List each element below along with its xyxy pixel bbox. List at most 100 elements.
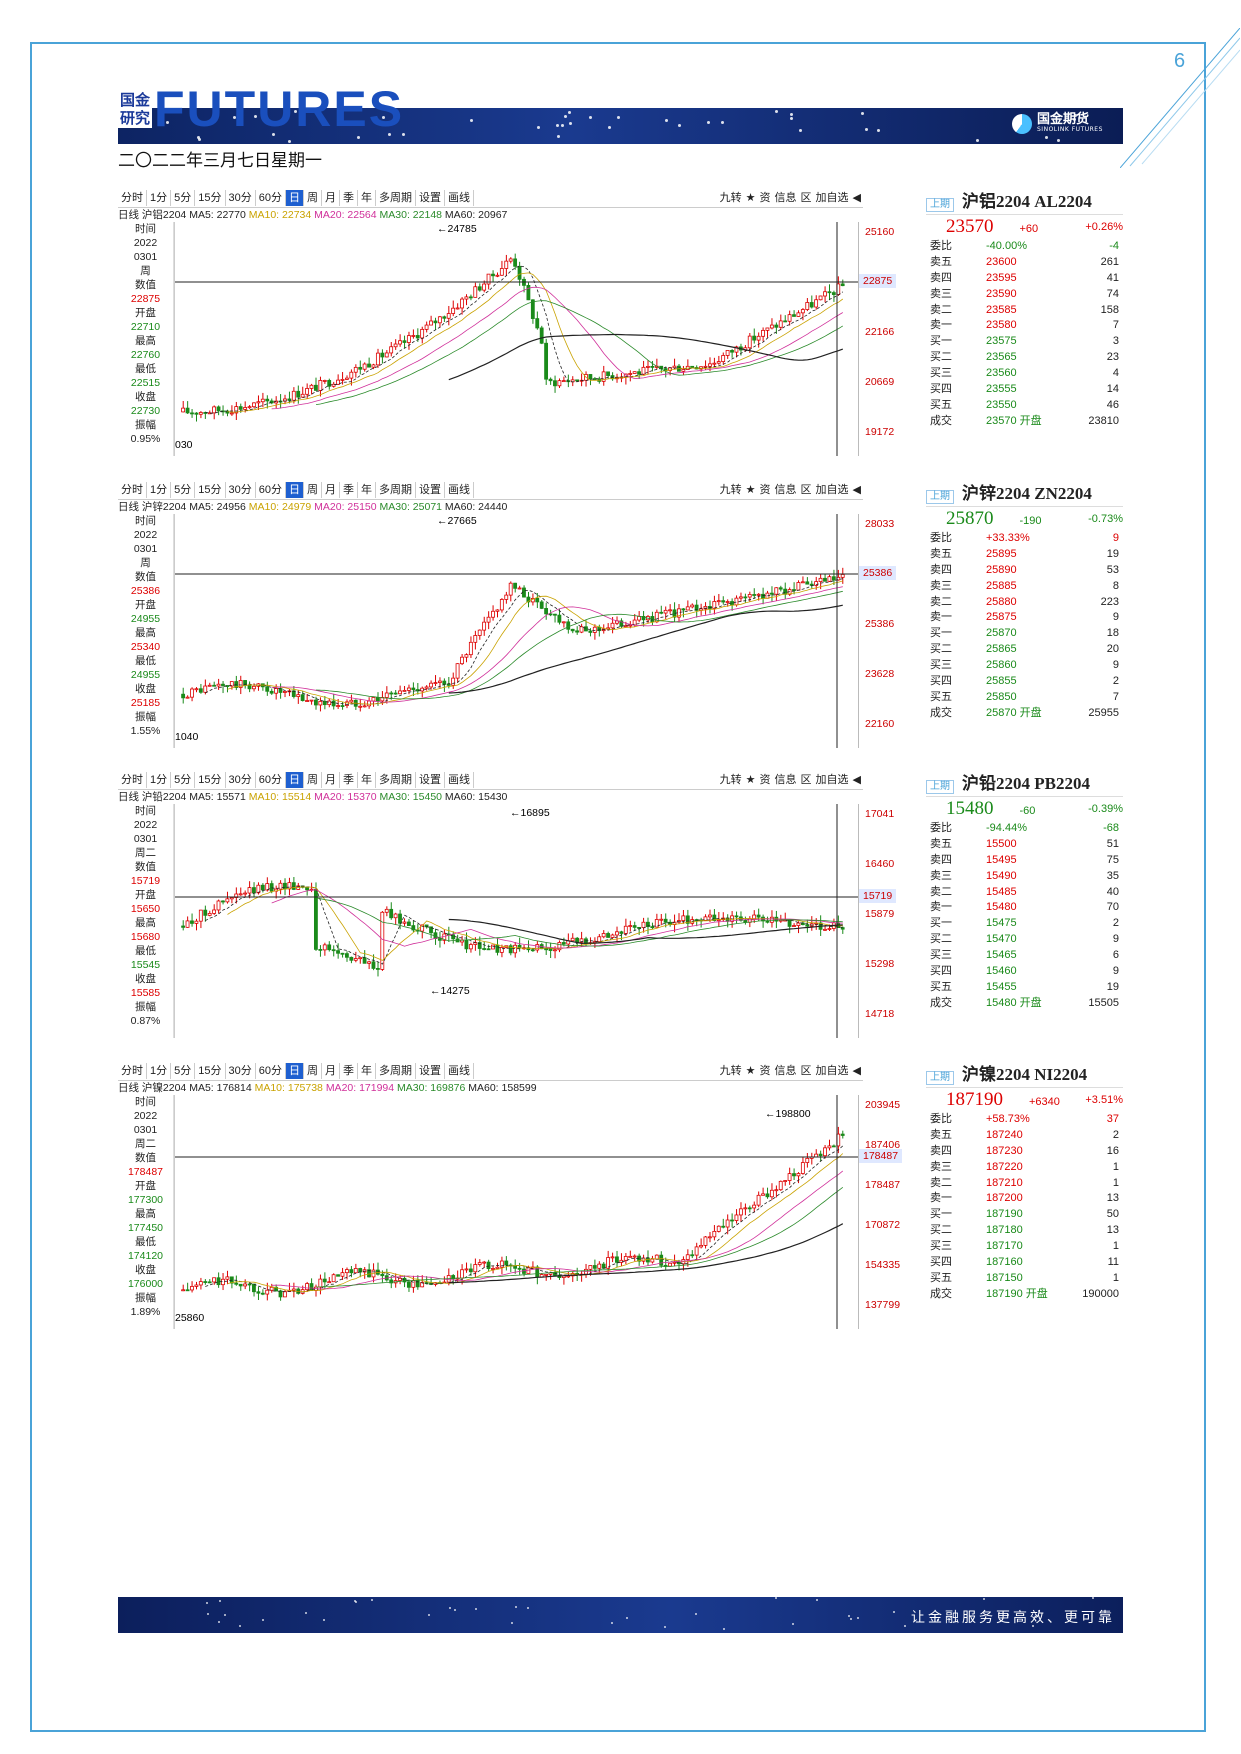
period-tab[interactable]: 设置 bbox=[416, 1063, 445, 1079]
period-tab[interactable]: 分时 bbox=[118, 482, 147, 498]
period-tab[interactable]: 30分 bbox=[226, 1063, 256, 1079]
period-tab[interactable]: 5分 bbox=[171, 482, 196, 498]
period-tab[interactable]: 日 bbox=[286, 1063, 304, 1079]
period-tab[interactable]: 5分 bbox=[171, 772, 196, 788]
period-tab[interactable]: 1分 bbox=[147, 772, 172, 788]
toolbar-action[interactable]: 信息 bbox=[774, 484, 797, 496]
toolbar-action[interactable]: 加自选 bbox=[815, 192, 849, 204]
toolbar-action[interactable]: ★ bbox=[745, 1065, 756, 1077]
order-book-cell: 卖二 bbox=[930, 595, 952, 608]
period-tab[interactable]: 日 bbox=[286, 772, 304, 788]
kline-panel: 分时 1分 5分 15分 30分 60分日周月季年多周期 设置 画线 九转 ★ 资信息区加自选 ◀ 日线… bbox=[118, 1063, 1123, 1329]
period-tab[interactable]: 设置 bbox=[416, 190, 445, 206]
period-tab[interactable]: 季 bbox=[340, 1063, 358, 1079]
toolbar-action[interactable]: 信息 bbox=[774, 1065, 797, 1077]
period-tab[interactable]: 日 bbox=[286, 482, 304, 498]
period-tab[interactable]: 月 bbox=[322, 1063, 340, 1079]
period-tab[interactable]: 分时 bbox=[118, 1063, 147, 1079]
period-tab[interactable]: 多周期 bbox=[376, 1063, 416, 1079]
period-tab[interactable]: 年 bbox=[358, 190, 376, 206]
toolbar-action[interactable]: 加自选 bbox=[815, 774, 849, 786]
period-tab[interactable]: 30分 bbox=[226, 190, 256, 206]
period-tab[interactable]: 画线 bbox=[445, 482, 474, 498]
period-tab[interactable]: 分时 bbox=[118, 190, 147, 206]
period-tab[interactable]: 1分 bbox=[147, 482, 172, 498]
last-price: 25870 bbox=[946, 508, 994, 529]
last-price: 23570 bbox=[946, 216, 994, 237]
period-tab[interactable]: 季 bbox=[340, 190, 358, 206]
toolbar-action[interactable]: 区 bbox=[800, 1065, 812, 1077]
period-tab[interactable]: 周 bbox=[304, 1063, 322, 1079]
period-tab[interactable]: 画线 bbox=[445, 772, 474, 788]
toolbar-action[interactable]: 九转 bbox=[719, 1065, 742, 1077]
period-tab[interactable]: 日 bbox=[286, 190, 304, 206]
period-tab[interactable]: 周 bbox=[304, 482, 322, 498]
ma-value: 日线 沪锌2204 bbox=[118, 501, 190, 513]
period-tab[interactable]: 15分 bbox=[195, 482, 226, 498]
banner-star bbox=[563, 115, 567, 119]
toolbar-action[interactable]: 信息 bbox=[774, 774, 797, 786]
toolbar-action[interactable]: 区 bbox=[800, 774, 812, 786]
candlestick-chart[interactable]: ←27665 1040 bbox=[174, 514, 859, 748]
period-tab[interactable]: 周 bbox=[304, 772, 322, 788]
toolbar-action[interactable]: 资 bbox=[759, 774, 771, 786]
toolbar-action[interactable]: ◀ bbox=[852, 774, 861, 786]
period-tab[interactable]: 15分 bbox=[195, 190, 226, 206]
period-tab[interactable]: 15分 bbox=[195, 772, 226, 788]
candlestick-chart[interactable]: ←16895 ←14275 bbox=[174, 804, 859, 1038]
toolbar-action[interactable]: ★ bbox=[745, 192, 756, 204]
period-tab[interactable]: 5分 bbox=[171, 1063, 196, 1079]
period-tab[interactable]: 周 bbox=[304, 190, 322, 206]
period-tab[interactable]: 月 bbox=[322, 772, 340, 788]
candle-body bbox=[570, 628, 575, 632]
period-tab[interactable]: 30分 bbox=[226, 482, 256, 498]
toolbar-action[interactable]: 信息 bbox=[774, 192, 797, 204]
period-tab[interactable]: 月 bbox=[322, 482, 340, 498]
period-tab[interactable]: 1分 bbox=[147, 190, 172, 206]
period-tab[interactable]: 年 bbox=[358, 482, 376, 498]
candlestick-chart[interactable]: ←198800 25860 bbox=[174, 1095, 859, 1329]
period-tab[interactable]: 5分 bbox=[171, 190, 196, 206]
candle-body bbox=[389, 908, 394, 919]
period-tab[interactable]: 多周期 bbox=[376, 190, 416, 206]
period-tab[interactable]: 季 bbox=[340, 482, 358, 498]
toolbar-action[interactable]: 九转 bbox=[719, 774, 742, 786]
toolbar-action[interactable]: ◀ bbox=[852, 484, 861, 496]
toolbar-action[interactable]: 区 bbox=[800, 484, 812, 496]
ma-value: 日线 沪镍2204 bbox=[118, 1082, 190, 1094]
toolbar-action[interactable]: ◀ bbox=[852, 192, 861, 204]
period-tab[interactable]: 季 bbox=[340, 772, 358, 788]
toolbar-action[interactable]: ★ bbox=[745, 774, 756, 786]
period-tab[interactable]: 多周期 bbox=[376, 482, 416, 498]
period-tab[interactable]: 15分 bbox=[195, 1063, 226, 1079]
period-tab[interactable]: 30分 bbox=[226, 772, 256, 788]
period-tab[interactable]: 分时 bbox=[118, 772, 147, 788]
toolbar-action[interactable]: 资 bbox=[759, 1065, 771, 1077]
toolbar-action[interactable]: 加自选 bbox=[815, 1065, 849, 1077]
period-tab[interactable]: 60分 bbox=[256, 1063, 286, 1079]
period-tab[interactable]: 设置 bbox=[416, 772, 445, 788]
order-book-cell: 买三 bbox=[930, 659, 952, 672]
candlestick-chart[interactable]: ←24785 030 bbox=[174, 222, 859, 456]
period-tab[interactable]: 60分 bbox=[256, 772, 286, 788]
toolbar-action[interactable]: ◀ bbox=[852, 1065, 861, 1077]
toolbar-action[interactable]: 资 bbox=[759, 192, 771, 204]
toolbar-action[interactable]: ★ bbox=[745, 484, 756, 496]
period-tab[interactable]: 60分 bbox=[256, 190, 286, 206]
toolbar-action[interactable]: 区 bbox=[800, 192, 812, 204]
order-book-row: 卖四 23595 41 bbox=[926, 271, 1123, 287]
period-tab[interactable]: 画线 bbox=[445, 1063, 474, 1079]
toolbar-action[interactable]: 资 bbox=[759, 484, 771, 496]
period-tab[interactable]: 月 bbox=[322, 190, 340, 206]
toolbar-action[interactable]: 九转 bbox=[719, 192, 742, 204]
toolbar-action[interactable]: 加自选 bbox=[815, 484, 849, 496]
period-tab[interactable]: 多周期 bbox=[376, 772, 416, 788]
period-tab[interactable]: 年 bbox=[358, 1063, 376, 1079]
toolbar-action[interactable]: 九转 bbox=[719, 484, 742, 496]
period-tab[interactable]: 画线 bbox=[445, 190, 474, 206]
period-tab[interactable]: 年 bbox=[358, 772, 376, 788]
period-tab[interactable]: 1分 bbox=[147, 1063, 172, 1079]
period-tab[interactable]: 设置 bbox=[416, 482, 445, 498]
order-book-cell: 4 bbox=[1112, 367, 1119, 380]
period-tab[interactable]: 60分 bbox=[256, 482, 286, 498]
